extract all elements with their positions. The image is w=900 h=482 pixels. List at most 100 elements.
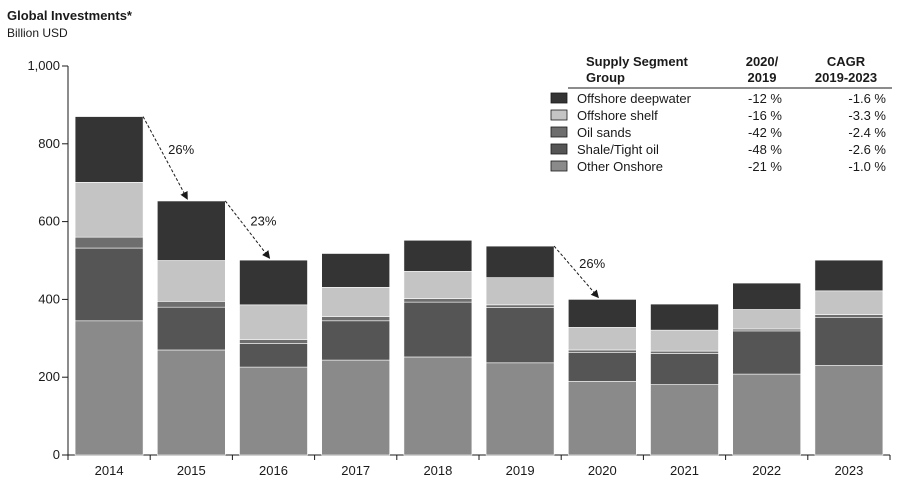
decline-arrow	[224, 200, 271, 259]
bar-segment	[403, 356, 473, 456]
legend-swatch	[550, 160, 568, 172]
x-tick-label: 2022	[752, 463, 781, 478]
bar-segment	[403, 239, 473, 272]
bar-segment	[74, 247, 144, 322]
legend-header: Group	[586, 70, 625, 85]
bar-segment	[814, 365, 884, 456]
y-tick-label: 800	[38, 136, 60, 151]
legend-cagr-value: -1.0 %	[848, 159, 886, 174]
bar-segment	[74, 116, 144, 183]
annotation-layer: 26% 23% 26%	[142, 116, 606, 299]
legend-header: CAGR	[827, 54, 866, 69]
bar-segment	[239, 366, 308, 456]
bar-segment	[732, 373, 802, 456]
x-tick-label: 2015	[177, 463, 206, 478]
x-tick-label: 2021	[670, 463, 699, 478]
bar-segment	[814, 317, 884, 366]
bar-layer	[74, 116, 884, 456]
bar-segment	[321, 253, 391, 288]
bar-segment	[74, 320, 144, 456]
y-tick-label: 0	[53, 447, 60, 462]
y-tick-label: 200	[38, 369, 60, 384]
decline-arrow	[553, 245, 599, 299]
legend-header: Supply Segment	[586, 54, 689, 69]
bar-segment	[239, 343, 308, 368]
bar-segment	[485, 362, 555, 456]
decline-percent-label: 26%	[168, 142, 194, 157]
bar-segment	[732, 330, 802, 375]
bar-segment	[732, 282, 802, 310]
bar-segment	[403, 301, 473, 358]
x-tick-label: 2023	[834, 463, 863, 478]
bar-segment	[814, 290, 884, 315]
bar-segment	[567, 352, 637, 382]
bar-segment	[403, 271, 473, 299]
bar-segment	[567, 327, 637, 351]
legend-series-name: Shale/Tight oil	[577, 142, 659, 157]
bar-segment	[485, 245, 555, 278]
legend-series-name: Other Onshore	[577, 159, 663, 174]
bar-segment	[157, 200, 226, 261]
bar-segment	[157, 301, 226, 308]
bar-segment	[403, 298, 473, 303]
legend-series-name: Offshore deepwater	[577, 91, 692, 106]
legend-change-value: -12 %	[748, 91, 782, 106]
x-tick-label: 2014	[95, 463, 124, 478]
bar-segment	[485, 304, 555, 308]
legend-swatch	[550, 126, 568, 138]
bar-segment	[321, 316, 391, 322]
legend-change-value: -21 %	[748, 159, 782, 174]
decline-percent-label: 26%	[579, 256, 605, 271]
bar-segment	[650, 384, 719, 456]
chart-title: Global Investments*	[7, 8, 132, 23]
bar-segment	[814, 314, 884, 318]
bar-segment	[239, 259, 308, 306]
bar-segment	[567, 349, 637, 353]
decline-percent-label: 23%	[250, 214, 276, 229]
bar-segment	[485, 277, 555, 306]
bar-segment	[567, 299, 637, 328]
x-tick-label: 2016	[259, 463, 288, 478]
x-tick-label: 2017	[341, 463, 370, 478]
bar-segment	[567, 381, 637, 456]
legend-swatch	[550, 109, 568, 121]
bar-segment	[239, 304, 308, 340]
bar-segment	[814, 259, 884, 292]
bar-segment	[650, 350, 719, 354]
bar-segment	[650, 303, 719, 331]
bar-segment	[239, 339, 308, 344]
bar-segment	[650, 353, 719, 385]
y-tick-label: 400	[38, 291, 60, 306]
bar-segment	[650, 329, 719, 352]
legend-header: 2020/	[746, 54, 779, 69]
legend-change-value: -42 %	[748, 125, 782, 140]
legend-series-name: Oil sands	[577, 125, 632, 140]
axis-layer: 0 200 400 600 800 1,000 2014 2015 2016 2017 2018 20…	[27, 58, 891, 478]
legend-cagr-value: -2.4 %	[848, 125, 886, 140]
bar-segment	[321, 320, 391, 361]
legend-swatch	[550, 143, 568, 155]
bar-segment	[74, 236, 144, 249]
legend-cagr-value: -3.3 %	[848, 108, 886, 123]
chart-subtitle: Billion USD	[7, 26, 68, 40]
bar-segment	[321, 359, 391, 456]
bar-segment	[157, 349, 226, 456]
legend-cagr-value: -2.6 %	[848, 142, 886, 157]
bar-segment	[485, 307, 555, 364]
legend-series-name: Offshore shelf	[577, 108, 658, 123]
legend-cagr-value: -1.6 %	[848, 91, 886, 106]
legend-change-value: -16 %	[748, 108, 782, 123]
bar-segment	[74, 182, 144, 238]
bar-segment	[321, 287, 391, 317]
bar-segment	[157, 260, 226, 302]
x-tick-label: 2018	[423, 463, 452, 478]
bar-segment	[157, 306, 226, 351]
y-tick-label: 600	[38, 214, 60, 229]
legend-swatch	[550, 92, 568, 104]
x-tick-label: 2020	[588, 463, 617, 478]
bar-segment	[732, 309, 802, 330]
legend-header: 2019-2023	[815, 70, 877, 85]
y-tick-label: 1,000	[27, 58, 60, 73]
